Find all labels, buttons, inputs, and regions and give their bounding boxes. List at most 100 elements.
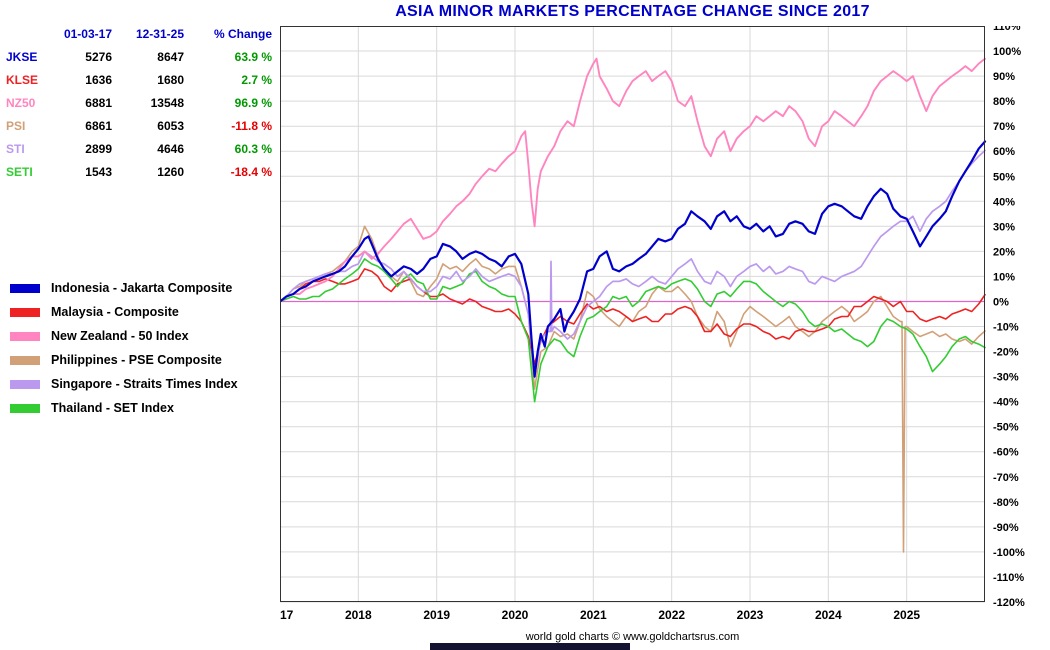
table-row: STI 2899 4646 60.3 % [6, 137, 278, 160]
end-value: 8647 [157, 49, 184, 64]
y-axis-tick-label: 40% [993, 196, 1015, 208]
start-value: 6861 [85, 118, 112, 133]
end-value: 1260 [157, 164, 184, 179]
x-axis-tick-label: 2024 [815, 608, 842, 622]
legend-label: Philippines - PSE Composite [51, 353, 222, 367]
y-axis-tick-label: 100% [993, 46, 1021, 58]
table-row: JKSE 5276 8647 63.9 % [6, 45, 278, 68]
legend-color-swatch [10, 283, 40, 293]
x-axis-tick-label: 2022 [658, 608, 685, 622]
table-row: PSI 6861 6053 -11.8 % [6, 114, 278, 137]
y-axis-tick-label: -20% [993, 347, 1019, 359]
y-axis-tick-label: 60% [993, 146, 1015, 158]
legend-item: Indonesia - Jakarta Composite [10, 276, 238, 300]
symbol-label: NZ50 [6, 95, 36, 110]
legend-color-swatch [10, 331, 40, 341]
series-line-SETI [279, 258, 986, 403]
start-value: 6881 [85, 95, 112, 110]
legend-color-swatch [10, 379, 40, 389]
y-axis-tick-label: -90% [993, 522, 1019, 534]
y-axis-tick-label: -60% [993, 447, 1019, 459]
y-axis-tick-label: 0% [993, 297, 1009, 309]
table-row: KLSE 1636 1680 2.7 % [6, 68, 278, 91]
x-axis-tick-label: 2023 [737, 608, 764, 622]
start-value: 1636 [85, 72, 112, 87]
legend-item: Malaysia - Composite [10, 300, 238, 324]
start-value: 2899 [85, 141, 112, 156]
start-value: 5276 [85, 49, 112, 64]
symbol-label: PSI [6, 118, 26, 133]
page-title: ASIA MINOR MARKETS PERCENTAGE CHANGE SIN… [395, 3, 870, 20]
change-value: 60.3 % [234, 141, 272, 156]
legend-label: Singapore - Straits Times Index [51, 377, 238, 391]
end-value: 1680 [157, 72, 184, 87]
change-value: -11.8 % [231, 118, 272, 133]
y-axis-tick-label: -70% [993, 472, 1019, 484]
symbol-label: JKSE [6, 49, 38, 64]
change-value: -18.4 % [230, 164, 272, 179]
end-value: 4646 [157, 141, 184, 156]
table-row: NZ50 6881 13548 96.9 % [6, 91, 278, 114]
bottom-dark-bar [430, 643, 630, 650]
y-axis-tick-label: -110% [993, 572, 1024, 584]
chart-svg: -120% -110% -100% -90% -80% -70% -60% -50% -40% -… [267, 21, 1025, 622]
y-axis-tick-label: -40% [993, 397, 1019, 409]
x-axis-tick-label: 2018 [345, 608, 372, 622]
end-value: 13548 [150, 95, 184, 110]
legend-color-swatch [10, 307, 40, 317]
y-axis-tick-label: 110% [993, 26, 1021, 33]
legend-color-swatch [10, 403, 40, 413]
col-header: 12-31-25 [135, 26, 184, 41]
legend-item: New Zealand - 50 Index [10, 324, 238, 348]
legend: Indonesia - Jakarta Composite Malaysia - … [10, 276, 238, 420]
symbol-label: KLSE [6, 72, 39, 87]
plot-frame [280, 26, 985, 602]
x-axis-tick-label: 2017 [280, 608, 294, 622]
y-axis-tick-label: 30% [993, 221, 1015, 233]
series-line-PSI [279, 225, 986, 553]
quote-table: 01-03-17 12-31-25 % Change JKSE 5276 8647 63.9… [6, 22, 278, 183]
series-line-JKSE [278, 140, 987, 378]
quote-table-header: 01-03-17 12-31-25 % Change [6, 22, 278, 45]
y-axis-tick-label: -120% [993, 597, 1025, 609]
end-value: 6053 [157, 118, 184, 133]
y-axis-tick-label: -100% [993, 547, 1025, 559]
x-axis-tick-label: 2025 [893, 608, 920, 622]
col-header: 01-03-17 [63, 26, 112, 41]
symbol-label: SETI [6, 164, 33, 179]
legend-label: Indonesia - Jakarta Composite [51, 281, 233, 295]
legend-label: New Zealand - 50 Index [51, 329, 189, 343]
legend-label: Malaysia - Composite [51, 305, 179, 319]
y-axis-tick-label: 50% [993, 171, 1015, 183]
x-axis-tick-label: 2019 [423, 608, 450, 622]
table-row: SETI 1543 1260 -18.4 % [6, 160, 278, 183]
symbol-label: STI [6, 141, 25, 156]
chart-area: -120% -110% -100% -90% -80% -70% -60% -50% -40% -… [267, 21, 1045, 628]
change-value: 2.7 % [241, 72, 272, 87]
legend-item: Philippines - PSE Composite [10, 348, 238, 372]
change-value: 63.9 % [234, 49, 272, 64]
col-header: % Change [213, 26, 272, 41]
series-line-STI [279, 149, 986, 378]
y-axis-tick-label: 90% [993, 71, 1015, 83]
series-line-KLSE [279, 268, 986, 365]
legend-color-swatch [10, 355, 40, 365]
y-axis-tick-label: 10% [993, 271, 1015, 283]
y-axis-tick-label: -30% [993, 372, 1019, 384]
y-axis-tick-label: -10% [993, 322, 1019, 334]
series-line-NZ50 [279, 57, 986, 303]
legend-item: Singapore - Straits Times Index [10, 372, 238, 396]
legend-item: Thailand - SET Index [10, 396, 238, 420]
y-axis-tick-label: 70% [993, 121, 1015, 133]
x-axis-tick-label: 2021 [580, 608, 607, 622]
legend-label: Thailand - SET Index [51, 401, 174, 415]
y-axis-tick-label: -50% [993, 422, 1019, 434]
start-value: 1543 [85, 164, 112, 179]
change-value: 96.9 % [234, 95, 272, 110]
y-axis-tick-label: -80% [993, 497, 1019, 509]
y-axis-tick-label: 80% [993, 96, 1015, 108]
x-axis-tick-label: 2020 [502, 608, 529, 622]
y-axis-tick-label: 20% [993, 246, 1015, 258]
footer-credit: world gold charts © www.goldchartsrus.co… [525, 631, 740, 643]
